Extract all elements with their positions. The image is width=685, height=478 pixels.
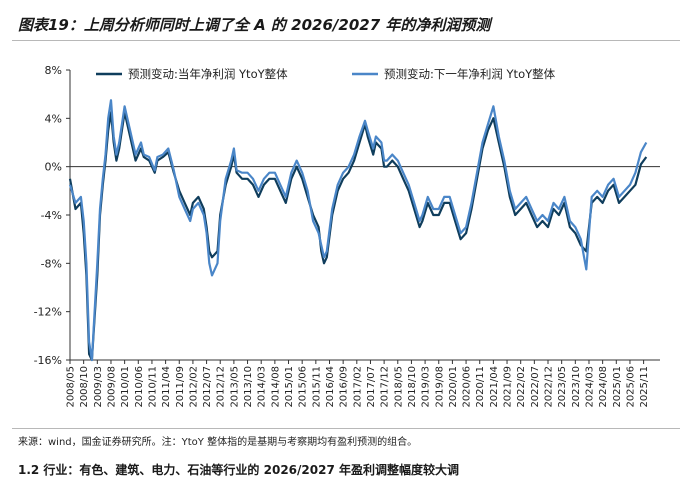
x-tick-label: 2024/08 (598, 366, 609, 408)
legend-label-1: 预测变动:当年净利润 YtoY整体 (128, 67, 288, 81)
x-tick-label: 2023/10 (571, 366, 582, 408)
x-tick-label: 2022/07 (530, 366, 541, 408)
x-tick-label: 2014/03 (257, 366, 268, 408)
x-tick-label: 2017/12 (380, 366, 391, 408)
legend: 预测变动:当年净利润 YtoY整体 预测变动:下一年净利润 YtoY整体 (96, 67, 556, 81)
x-tick-label: 2018/05 (393, 366, 404, 408)
x-tick-label: 2025/01 (612, 366, 623, 408)
x-tick-label: 2008/10 (79, 366, 90, 408)
x-tick-label: 2014/08 (270, 366, 281, 408)
source-note: 来源：wind，国金证券研究所。注：YtoY 整体指的是基期与考察期均有盈利预测… (18, 437, 418, 448)
source-divider (12, 428, 680, 429)
series-line-2 (68, 99, 648, 362)
x-tick-label: 2015/11 (311, 366, 322, 408)
y-tick-label: 0% (45, 161, 62, 174)
y-tick-label: 8% (45, 64, 62, 77)
x-tick-label: 2011/09 (175, 366, 186, 408)
x-tick-label: 2022/02 (516, 366, 527, 408)
x-tick-label: 2025/11 (639, 366, 650, 408)
x-tick-label: 2017/07 (366, 366, 377, 408)
x-tick-label: 2012/07 (202, 366, 213, 408)
x-tick-label: 2025/06 (625, 366, 636, 408)
x-tick-label: 2015/06 (298, 366, 309, 408)
x-tick-label: 2021/09 (503, 366, 514, 408)
x-tick-label: 2010/11 (147, 366, 158, 408)
x-tick-label: 2016/04 (325, 366, 336, 408)
legend-label-2: 预测变动:下一年净利润 YtoY整体 (384, 67, 556, 81)
x-tick-label: 2012/02 (188, 366, 199, 408)
x-tick-label: 2009/08 (106, 366, 117, 408)
x-tick-label: 2021/04 (489, 366, 500, 408)
y-tick-label: -8% (41, 257, 62, 270)
x-tick-label: 2012/12 (216, 366, 227, 408)
x-tick-label: 2020/06 (462, 366, 473, 408)
x-tick-label: 2011/04 (161, 366, 172, 408)
x-tick-label: 2016/09 (339, 366, 350, 408)
y-tick-label: -4% (41, 209, 62, 222)
x-tick-label: 2010/06 (134, 366, 145, 408)
y-tick-label: -16% (34, 354, 62, 367)
x-tick-label: 2023/05 (557, 366, 568, 408)
x-tick-label: 2020/11 (475, 366, 486, 408)
x-tick-label: 2015/01 (284, 366, 295, 408)
x-tick-label: 2018/10 (407, 366, 418, 408)
title-divider (12, 40, 680, 41)
line-chart: 8%4%0%-4%-8%-12%-16% 2008/05 2008/10 2009/… (34, 64, 660, 408)
series-lines (68, 99, 648, 362)
y-tick-label: -12% (34, 306, 62, 319)
x-tick-label: 2009/03 (93, 366, 104, 408)
x-tick-label: 2020/01 (448, 366, 459, 408)
x-tick-label: 2017/02 (352, 366, 363, 408)
series-line-1 (68, 111, 648, 362)
x-axis: 2008/05 2008/10 2009/03 2009/08 2010/01 2010/… (66, 166, 660, 408)
x-tick-label: 2010/01 (120, 366, 131, 408)
x-tick-label: 2022/12 (544, 366, 555, 408)
x-tick-label: 2013/05 (229, 366, 240, 408)
x-tick-label: 2019/08 (434, 366, 445, 408)
x-tick-label: 2019/03 (421, 366, 432, 408)
figure-title: 图表19：上周分析师同时上调了全 A 的 2026/2027 年的净利润预测 (18, 16, 491, 34)
x-tick-label: 2024/03 (584, 366, 595, 408)
x-tick-label: 2013/10 (243, 366, 254, 408)
y-axis: 8% 4% 0% -4% -8% -12% -16% (34, 64, 71, 367)
y-tick-label: 4% (45, 112, 62, 125)
x-tick-label: 2008/05 (66, 366, 77, 408)
